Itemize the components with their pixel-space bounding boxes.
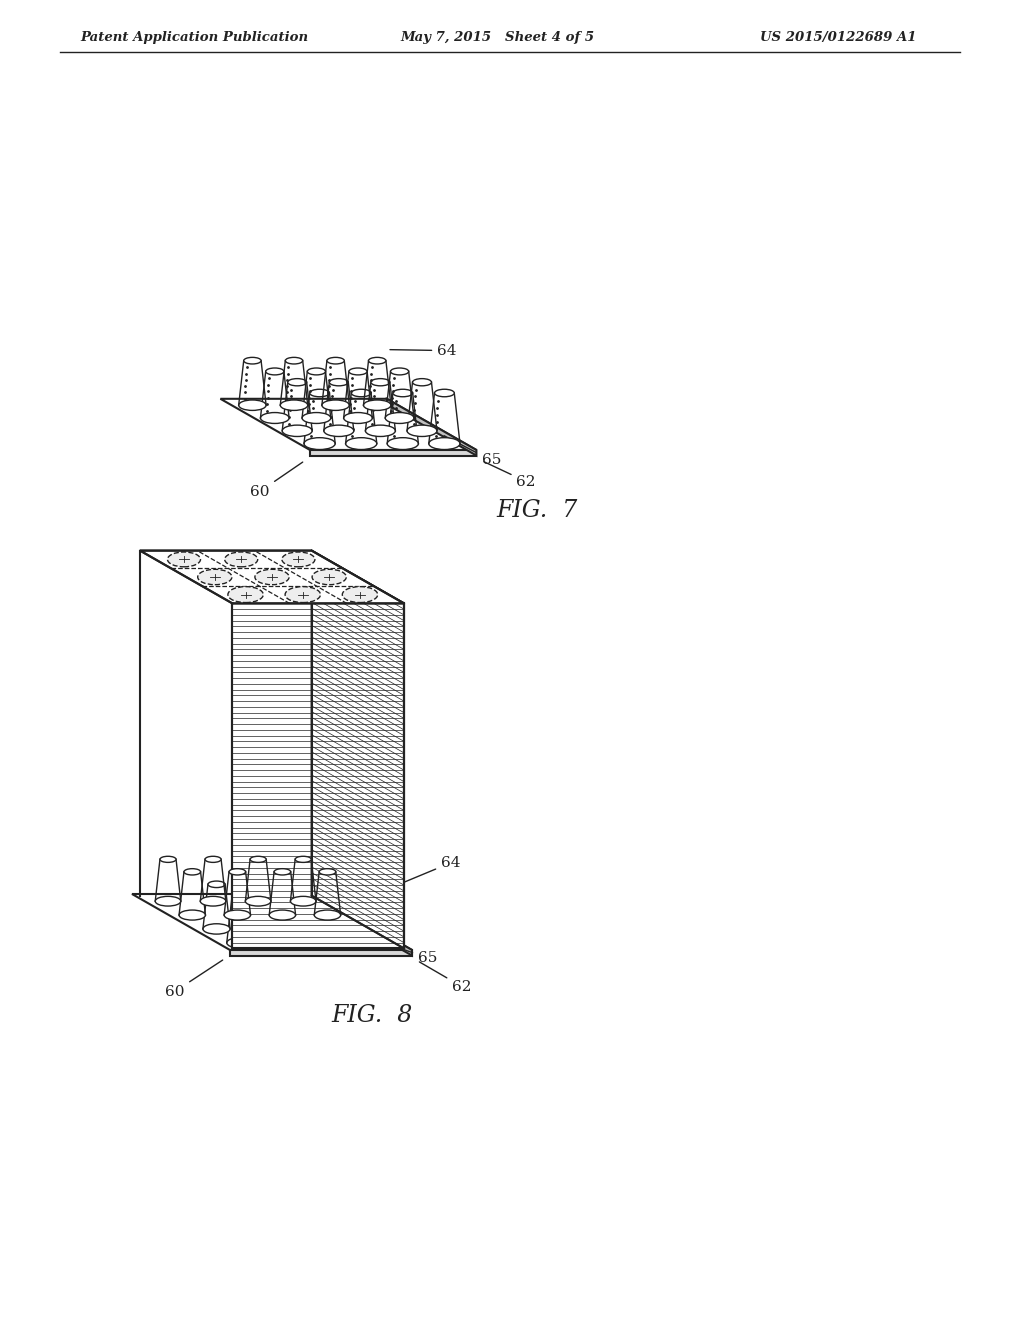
Ellipse shape: [226, 937, 255, 948]
Text: FIG.  8: FIG. 8: [331, 1005, 413, 1027]
Text: 65: 65: [370, 939, 437, 965]
Ellipse shape: [155, 896, 180, 906]
Ellipse shape: [343, 413, 372, 424]
Ellipse shape: [329, 379, 347, 385]
Ellipse shape: [342, 586, 377, 602]
Ellipse shape: [227, 586, 263, 602]
Ellipse shape: [345, 438, 376, 450]
Ellipse shape: [317, 937, 344, 948]
Ellipse shape: [319, 869, 335, 875]
Ellipse shape: [348, 368, 367, 375]
Text: 62: 62: [419, 962, 471, 994]
Ellipse shape: [253, 880, 270, 887]
Polygon shape: [311, 550, 404, 948]
Ellipse shape: [323, 425, 354, 437]
Ellipse shape: [342, 880, 360, 887]
Text: May 7, 2015   Sheet 4 of 5: May 7, 2015 Sheet 4 of 5: [399, 32, 593, 45]
Ellipse shape: [274, 869, 290, 875]
Ellipse shape: [224, 552, 258, 566]
Ellipse shape: [387, 438, 418, 450]
Polygon shape: [229, 950, 412, 956]
Ellipse shape: [337, 924, 365, 935]
Ellipse shape: [238, 400, 266, 411]
Ellipse shape: [367, 894, 384, 900]
Ellipse shape: [160, 857, 176, 862]
Text: 64: 64: [389, 343, 457, 358]
Ellipse shape: [255, 569, 288, 585]
Text: FIG.  7: FIG. 7: [496, 499, 577, 521]
Ellipse shape: [428, 438, 460, 450]
Text: 60: 60: [250, 462, 303, 499]
Text: 60: 60: [165, 960, 222, 998]
Text: US 2015/0122689 A1: US 2015/0122689 A1: [759, 32, 916, 45]
Ellipse shape: [285, 358, 303, 364]
Ellipse shape: [246, 896, 271, 906]
Ellipse shape: [371, 379, 389, 385]
Ellipse shape: [363, 400, 390, 411]
Ellipse shape: [304, 438, 335, 450]
Ellipse shape: [200, 896, 225, 906]
Ellipse shape: [250, 857, 266, 862]
Ellipse shape: [312, 569, 346, 585]
Ellipse shape: [198, 569, 231, 585]
Ellipse shape: [412, 379, 431, 385]
Ellipse shape: [290, 896, 316, 906]
Ellipse shape: [294, 857, 311, 862]
Ellipse shape: [314, 909, 340, 920]
Ellipse shape: [392, 389, 413, 397]
Ellipse shape: [208, 880, 225, 887]
Polygon shape: [220, 399, 476, 450]
Ellipse shape: [266, 368, 283, 375]
Text: Patent Application Publication: Patent Application Publication: [79, 32, 308, 45]
Text: 65: 65: [443, 436, 500, 467]
Ellipse shape: [434, 389, 453, 397]
Ellipse shape: [203, 924, 230, 935]
Ellipse shape: [260, 413, 288, 424]
Polygon shape: [310, 450, 476, 455]
Ellipse shape: [322, 894, 339, 900]
Ellipse shape: [287, 379, 307, 385]
Ellipse shape: [224, 909, 251, 920]
Ellipse shape: [407, 425, 436, 437]
Polygon shape: [131, 894, 412, 950]
Ellipse shape: [281, 552, 315, 566]
Polygon shape: [232, 603, 404, 948]
Ellipse shape: [277, 894, 294, 900]
Text: 64: 64: [383, 855, 460, 891]
Ellipse shape: [302, 413, 330, 424]
Ellipse shape: [285, 586, 320, 602]
Ellipse shape: [310, 389, 329, 397]
Ellipse shape: [322, 400, 348, 411]
Ellipse shape: [326, 358, 344, 364]
Ellipse shape: [205, 857, 221, 862]
Ellipse shape: [385, 413, 414, 424]
Ellipse shape: [280, 400, 308, 411]
Ellipse shape: [307, 368, 325, 375]
Ellipse shape: [282, 425, 312, 437]
Ellipse shape: [231, 894, 250, 900]
Ellipse shape: [292, 924, 320, 935]
Ellipse shape: [167, 552, 201, 566]
Polygon shape: [140, 550, 404, 603]
Ellipse shape: [298, 880, 315, 887]
Ellipse shape: [179, 909, 205, 920]
Ellipse shape: [244, 358, 261, 364]
Polygon shape: [314, 894, 412, 956]
Ellipse shape: [390, 368, 409, 375]
Ellipse shape: [229, 869, 246, 875]
Ellipse shape: [368, 358, 385, 364]
Ellipse shape: [365, 425, 395, 437]
Ellipse shape: [248, 924, 275, 935]
Ellipse shape: [183, 869, 201, 875]
Ellipse shape: [269, 909, 296, 920]
Text: 62: 62: [483, 462, 535, 488]
Ellipse shape: [271, 937, 300, 948]
Ellipse shape: [351, 389, 371, 397]
Ellipse shape: [362, 937, 389, 948]
Polygon shape: [386, 399, 476, 455]
